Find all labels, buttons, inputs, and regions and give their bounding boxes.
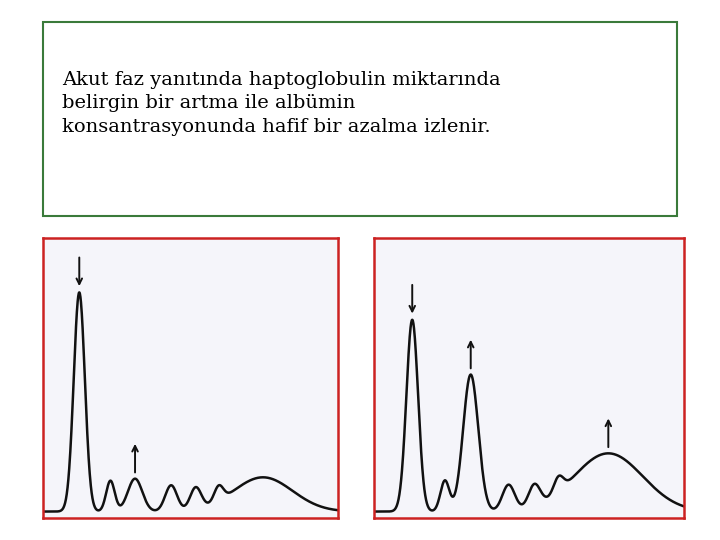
Text: Akut faz yanıtında haptoglobulin miktarında
belirgin bir artma ile albümin
konsa: Akut faz yanıtında haptoglobulin miktarı… bbox=[62, 71, 501, 136]
FancyBboxPatch shape bbox=[43, 22, 677, 216]
